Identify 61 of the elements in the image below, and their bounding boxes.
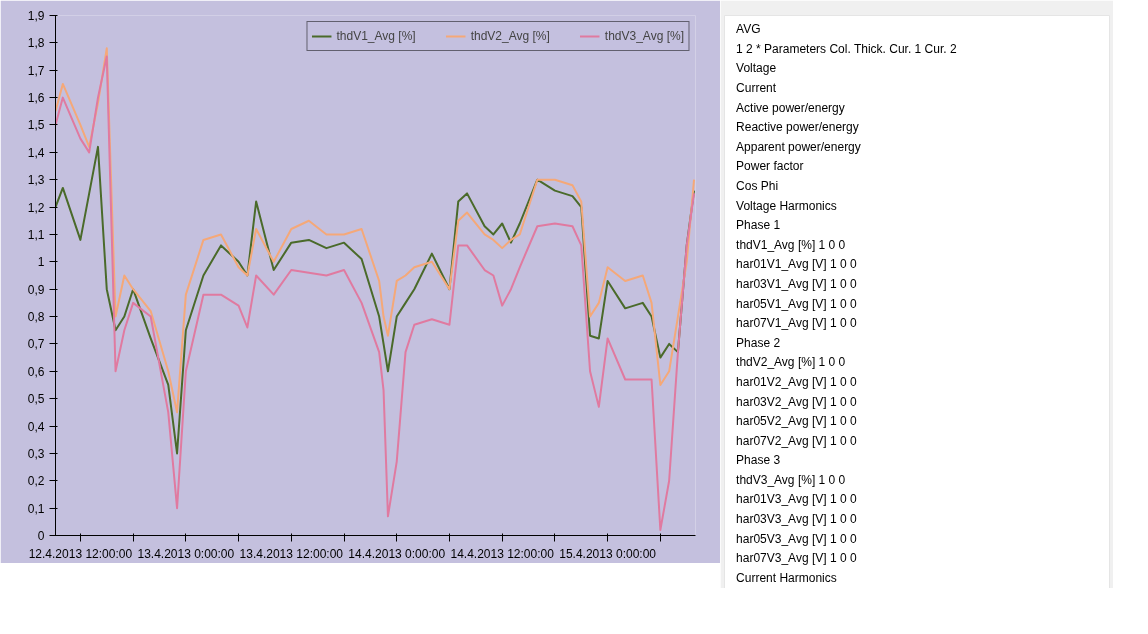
x-tick-label: 14.4.2013 0:00:00 <box>348 546 446 561</box>
x-tick-label: 12.4.2013 12:00:00 <box>28 546 133 561</box>
text: thdV1_Avg [%] 1 0 0 <box>736 237 846 252</box>
x-tick-label: 15.4.2013 0:00:00 <box>559 546 657 561</box>
text: thdV2_Avg [%] 1 0 0 <box>736 355 846 370</box>
y-tick-label: 1,9 <box>27 9 45 23</box>
text: Current <box>736 81 777 95</box>
legend-label: thdV3_Avg [%] <box>604 29 684 43</box>
text: Voltage <box>736 61 777 76</box>
line-series <box>55 55 696 532</box>
text: har07V3_Avg [V] 1 0 0 <box>736 551 857 566</box>
y-tick-label: 0,7 <box>27 337 45 352</box>
y-tick-label: 1,2 <box>27 200 45 215</box>
y-tick-label: 0 <box>37 529 45 543</box>
y-tick-label: 1,6 <box>27 91 45 106</box>
y-tick-label: 0,1 <box>27 501 45 516</box>
text: har03V3_Avg [V] 1 0 0 <box>736 512 857 527</box>
text: Reactive power/energy <box>736 120 859 135</box>
text: har05V3_Avg [V] 1 0 0 <box>736 531 857 546</box>
text: thdV3_Avg [%] 1 0 0 <box>736 472 846 487</box>
legend-label: thdV1_Avg [%] <box>336 29 416 43</box>
y-tick-label: 1,8 <box>27 36 45 51</box>
y-tick-label: 0,2 <box>27 474 45 489</box>
text: AVG <box>736 22 761 37</box>
text: Power factor <box>736 159 804 174</box>
text: har05V2_Avg [V] 1 0 0 <box>736 414 857 429</box>
text: Cos Phi <box>736 178 779 193</box>
text: Apparent power/energy <box>736 139 861 154</box>
y-tick-label: 1 <box>37 255 45 270</box>
y-tick-label: 0,5 <box>27 392 45 407</box>
text: har01V3_Avg [V] 1 0 0 <box>736 492 857 507</box>
text: har05V1_Avg [V] 1 0 0 <box>736 296 857 311</box>
text: Voltage Harmonics <box>736 198 837 213</box>
text: har01V1_Avg [V] 1 0 0 <box>736 257 857 272</box>
x-tick-label: 13.4.2013 12:00:00 <box>239 546 344 561</box>
y-tick-label: 1,3 <box>27 173 45 188</box>
y-tick-label: 0,8 <box>27 310 45 325</box>
text: Phase 1 <box>736 218 781 233</box>
y-tick-label: 1,4 <box>27 145 45 160</box>
text: Phase 2 <box>736 335 781 350</box>
text: Phase 3 <box>736 453 781 468</box>
y-tick-label: 1,7 <box>27 63 45 78</box>
line-series <box>55 47 696 414</box>
text: Current Harmonics <box>736 570 837 585</box>
y-tick-label: 1,5 <box>27 118 45 133</box>
y-tick-label: 0,3 <box>27 446 45 461</box>
y-tick-label: 0,6 <box>27 364 45 379</box>
x-tick-label: 14.4.2013 12:00:00 <box>450 546 555 561</box>
line-series <box>55 145 696 455</box>
text: har07V1_Avg [V] 1 0 0 <box>736 316 857 331</box>
y-tick-label: 0,9 <box>27 282 45 297</box>
legend-label: thdV2_Avg [%] <box>470 29 550 43</box>
y-tick-label: 0,4 <box>27 419 45 434</box>
text: har03V1_Avg [V] 1 0 0 <box>736 276 857 291</box>
y-tick-label: 1,1 <box>27 227 45 242</box>
text: Active power/energy <box>736 100 845 115</box>
text: har03V2_Avg [V] 1 0 0 <box>736 394 857 409</box>
text: har01V2_Avg [V] 1 0 0 <box>736 374 857 389</box>
text: 1 2 * Parameters Col. Thick. Cur. 1 Cur. 2 <box>736 41 957 56</box>
x-tick-label: 13.4.2013 0:00:00 <box>137 546 235 561</box>
text: har07V2_Avg [V] 1 0 0 <box>736 433 857 448</box>
